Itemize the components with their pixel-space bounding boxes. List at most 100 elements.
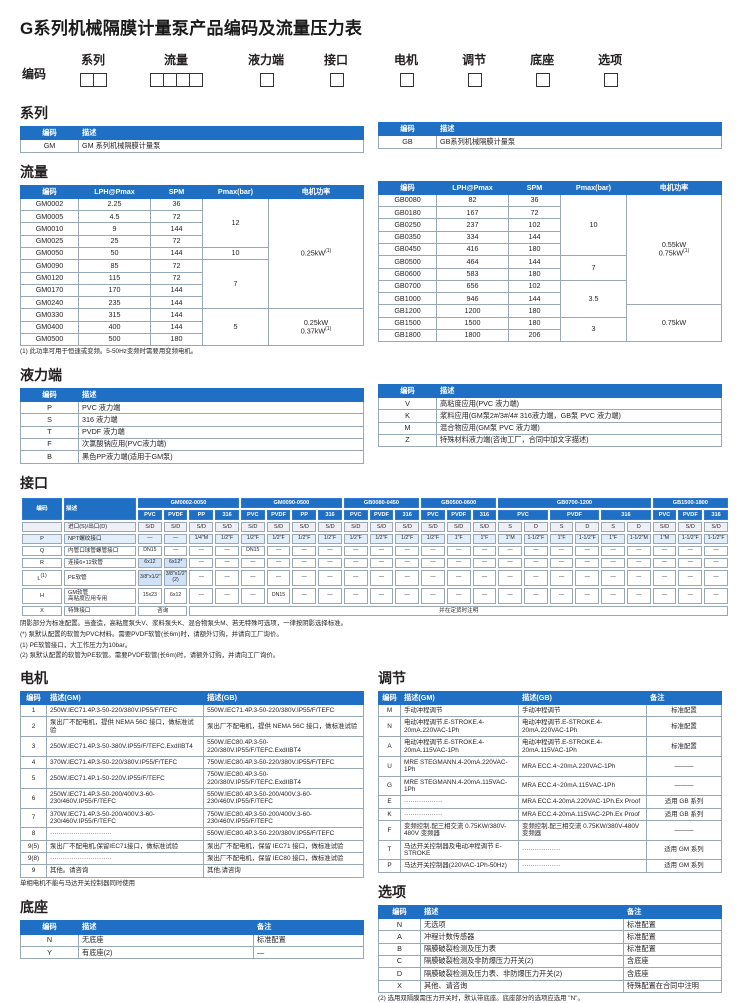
code-box[interactable] (329, 73, 344, 87)
flow-spm: 144 (150, 308, 203, 322)
code-box[interactable] (163, 73, 178, 87)
code-field-流量: 流量 (150, 51, 204, 87)
interface-value: — (498, 558, 523, 569)
interface-value: DN15 (138, 546, 162, 557)
code-box[interactable] (150, 73, 165, 87)
code-box[interactable] (80, 73, 95, 87)
flow-code: GB0250 (378, 218, 437, 232)
interface-value: — (395, 587, 420, 605)
interface-value: — (678, 570, 703, 586)
code-box[interactable] (535, 73, 550, 87)
interface-value: 1/2"F (318, 533, 342, 545)
interface-value: — (240, 558, 265, 569)
interface-value: — (626, 558, 651, 569)
motor-row: 7 370W.IEC71.4P.3-50-200/400V.3-60-230/46… (20, 807, 364, 829)
motor-code: 3 (20, 736, 47, 757)
interface-material-header: PVDF (549, 509, 600, 520)
motor-code: 9 (20, 864, 47, 878)
code-field-boxes[interactable] (80, 73, 108, 87)
interface-value: — (472, 546, 497, 557)
code-field-boxes[interactable] (324, 73, 348, 87)
code-field-label: 编码 (22, 67, 47, 81)
code-field-boxes[interactable] (462, 73, 486, 87)
interface-desc: 内管口球管螺管接口 (64, 546, 136, 557)
code-box[interactable] (467, 73, 482, 87)
motor-code: 1 (20, 704, 47, 718)
interface-value: DN15 (266, 587, 291, 605)
options-code: X (378, 979, 421, 993)
code-box[interactable] (399, 73, 414, 87)
code-field-boxes[interactable] (530, 73, 554, 87)
code-box[interactable] (189, 73, 204, 87)
code-box[interactable] (93, 73, 108, 87)
interface-value: — (652, 587, 677, 605)
series-desc: GB系列机械隔膜计量泵 (436, 135, 722, 149)
adjust-desc-gm: MRE STEGMANN.4-20mA.220VAC-1Ph (400, 755, 519, 777)
flow-row: GM0240 235 144 (20, 296, 364, 310)
code-field-boxes[interactable] (394, 73, 418, 87)
liquid-end-row: V 高粘度应用(PVC 液力端) (378, 397, 722, 411)
code-box[interactable] (603, 73, 618, 87)
interface-value: — (678, 546, 703, 557)
flow-code: GB0700 (378, 279, 437, 294)
interface-value: — (626, 587, 651, 605)
interface-desc: GM软管 高粘度应用专用 (64, 587, 136, 605)
adjust-row: T 马达开关控制器及电动冲程调节 E-STROKE ················… (378, 839, 722, 861)
flow-code: GB1500 (378, 316, 437, 330)
adjust-desc-gb: MRA ECC.4~20mA.220VAC-1Ph (518, 755, 647, 777)
interface-value: — (395, 558, 420, 569)
motor-row: 9(5) 泵出厂不配电机,保留IEC71接口，做标准试验 泵出厂不配电机，保留 IE… (20, 839, 364, 854)
interface-value: — (266, 546, 291, 557)
interface-value: 15x23 (138, 587, 162, 605)
code-field-boxes[interactable] (150, 73, 204, 87)
code-box[interactable] (259, 73, 274, 87)
flow-code: GB1000 (378, 292, 437, 306)
interface-sd-value: S/D (704, 521, 728, 532)
col-code: 编码 (20, 125, 79, 141)
flow-spm: 72 (150, 234, 203, 248)
interface-material-header: PP (189, 509, 214, 520)
flow-col-header: 编码 (378, 180, 437, 195)
interface-value: 1/2"F (343, 533, 368, 545)
flow-lph: 25 (78, 234, 151, 248)
flow-col-header: 电机功率 (268, 184, 364, 199)
col-desc-gm: 描述(GM) (400, 690, 519, 706)
interface-desc: PE软管 (64, 570, 136, 586)
options-code: D (378, 967, 421, 981)
adjust-row: K ·················· MRA ECC.4-20mA.115VAC… (378, 807, 722, 822)
interface-special-left: 咨询 (138, 606, 188, 617)
interface-value: — (472, 587, 497, 605)
interface-sd-value: S/D (292, 521, 317, 532)
interface-value: — (549, 570, 574, 586)
flow-col-header: SPM (150, 184, 203, 199)
interface-value: — (163, 546, 188, 557)
interface-value: 6x12* (163, 558, 188, 569)
interface-value: — (240, 587, 265, 605)
liquid-end-desc: 浆料应用(GM泵2#/3#/4# 316液力端，GB泵 PVC 液力端) (436, 409, 722, 423)
liquid-end-heading: 液力端 (20, 366, 62, 383)
interface-value: — (652, 558, 677, 569)
series-table-gb: 编码 描述 GB GB系列机械隔膜计量泵 (378, 121, 722, 149)
interface-value: — (189, 558, 214, 569)
interface-sd-value: S/D (266, 521, 291, 532)
interface-material-header: PVC (240, 509, 265, 520)
interface-sd-value: S/D (138, 521, 162, 532)
code-box[interactable] (176, 73, 191, 87)
flow-pmax: 10 (560, 193, 627, 257)
motor-code: 5 (20, 768, 47, 789)
interface-value: — (215, 587, 239, 605)
code-field-boxes[interactable] (248, 73, 284, 87)
flow-spm: 72 (508, 206, 561, 220)
flow-lph: 237 (436, 218, 509, 232)
motor-desc-gm: ····························· (45, 827, 205, 841)
motor-row: 1 250W.IEC71.4P.3-50-220/380V.IP55/F/TEFC… (20, 704, 364, 718)
interface-value: — (524, 570, 548, 586)
interface-value: — (343, 558, 368, 569)
col-desc: 描述 (78, 387, 364, 403)
interface-value: — (704, 570, 728, 586)
col-desc-gb: 描述(GB) (203, 690, 364, 706)
code-field-调节: 调节 (462, 51, 486, 87)
code-field-boxes[interactable] (598, 73, 622, 87)
flow-spm: 144 (508, 292, 561, 306)
